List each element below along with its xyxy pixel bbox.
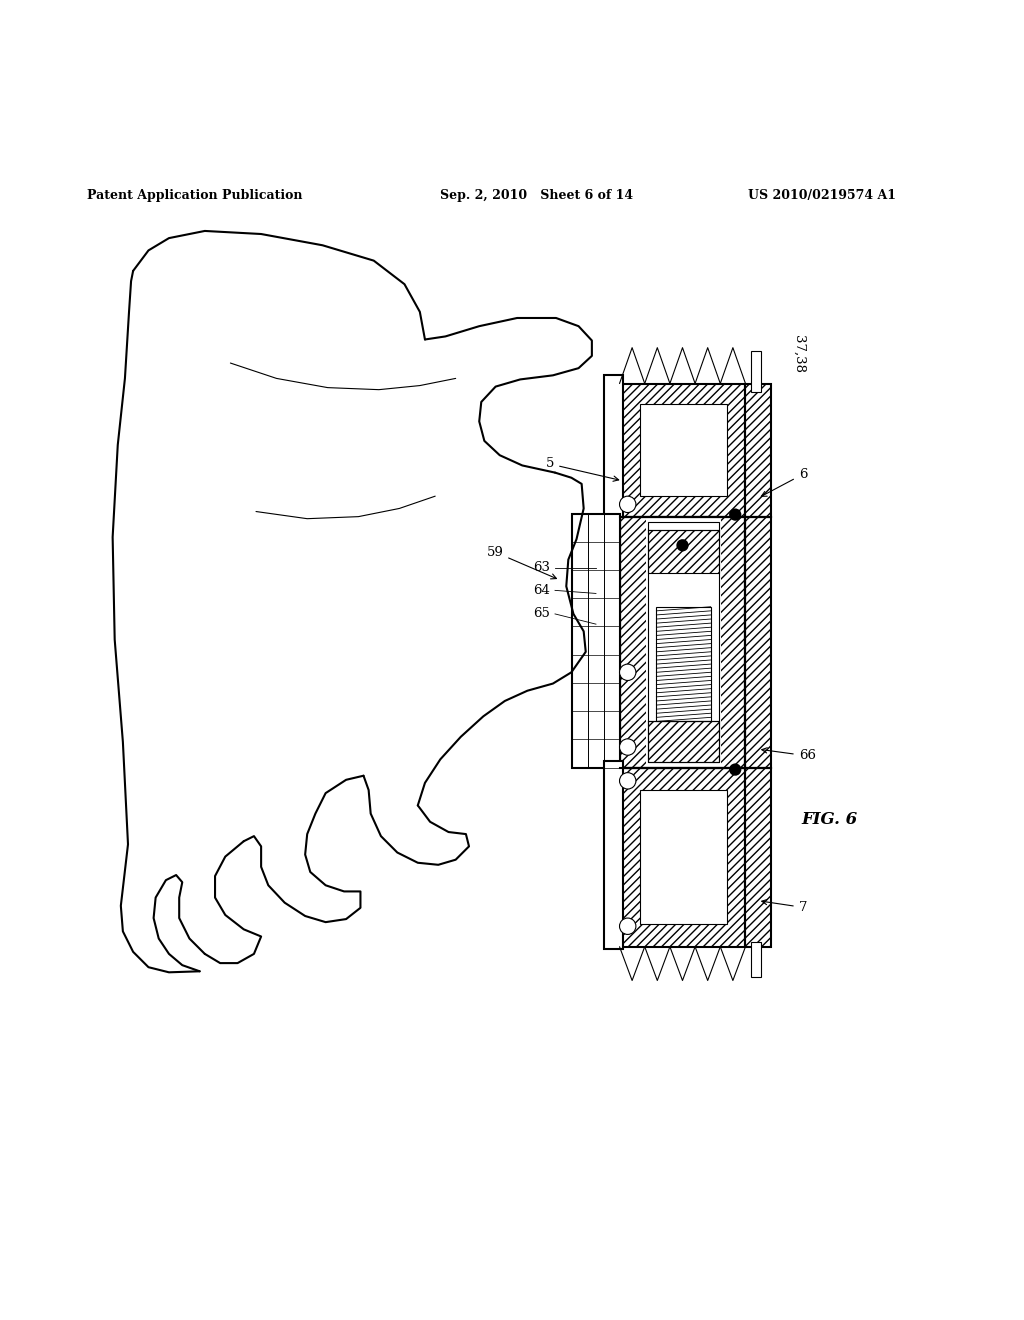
Text: US 2010/0219574 A1: US 2010/0219574 A1 [748, 189, 896, 202]
Bar [620, 384, 745, 516]
Text: 63: 63 [532, 561, 550, 574]
Bar [751, 351, 761, 392]
Bar [745, 767, 771, 946]
Text: FIG. 6: FIG. 6 [802, 810, 858, 828]
Text: 37,38: 37,38 [793, 335, 805, 374]
Bar [648, 722, 719, 763]
Text: 7: 7 [762, 899, 807, 913]
Bar [745, 384, 771, 516]
Bar [745, 516, 771, 767]
Bar [751, 941, 761, 977]
Bar [620, 767, 745, 946]
Text: 59: 59 [486, 545, 556, 579]
Text: Patent Application Publication: Patent Application Publication [87, 189, 302, 202]
Text: 64: 64 [534, 583, 550, 597]
Bar [640, 404, 727, 496]
Bar [640, 791, 727, 924]
Text: 5: 5 [546, 458, 618, 482]
Bar [648, 529, 719, 573]
Bar [656, 607, 711, 722]
Circle shape [729, 763, 741, 776]
Text: 6: 6 [761, 467, 807, 496]
Bar [572, 513, 620, 767]
Bar [604, 762, 623, 949]
Circle shape [729, 508, 741, 520]
Circle shape [620, 772, 636, 789]
Bar [648, 521, 719, 763]
Circle shape [620, 739, 636, 755]
Bar [604, 375, 623, 519]
Bar [620, 516, 745, 767]
Bar [620, 516, 646, 767]
Circle shape [676, 539, 688, 552]
Bar [620, 516, 745, 767]
Text: 66: 66 [762, 747, 816, 763]
Circle shape [620, 917, 636, 935]
Circle shape [620, 496, 636, 512]
Text: 65: 65 [534, 607, 550, 620]
Bar [721, 516, 745, 767]
Circle shape [620, 664, 636, 681]
Text: Sep. 2, 2010   Sheet 6 of 14: Sep. 2, 2010 Sheet 6 of 14 [440, 189, 634, 202]
